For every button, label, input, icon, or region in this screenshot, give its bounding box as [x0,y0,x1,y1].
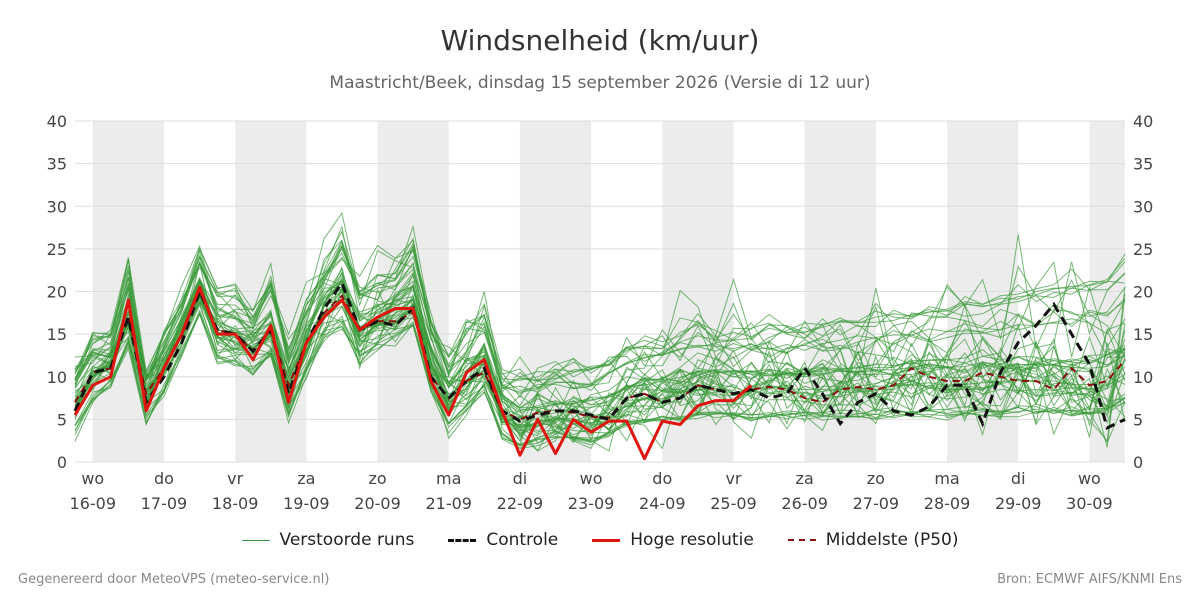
ensemble-line-24 [74,295,1126,429]
chart-legend: Verstoorde runs Controle Hoge resolutie … [0,530,1200,550]
x-tick-dayname-23-09: wo [580,469,603,488]
y-tick-label-left-15: 15 [47,325,67,344]
wind-speed-chart: 0 0 5 5 10 10 15 15 20 20 25 25 30 30 35 35 40 40 wo 16-09 d… [47,112,1154,513]
y-tick-label-left-20: 20 [47,283,67,302]
ensemble-line-37 [74,311,1126,447]
x-tick-date-22-09: 22-09 [497,494,544,513]
control-line [73,279,1126,431]
legend-label-control: Controle [486,530,559,550]
x-tick-date-30-09: 30-09 [1066,494,1113,513]
y-tick-label-right-25: 25 [1133,240,1153,259]
ensemble-line-18 [74,296,1126,450]
legend-swatch-control [448,538,477,542]
hires-line [73,285,753,461]
ensemble-line-31 [74,277,1126,411]
ensemble-line-40 [74,239,1125,409]
y-tick-label-left-35: 35 [47,155,67,174]
x-tick-dayname-19-09: za [297,469,315,488]
legend-item-median: Middelste (P50) [787,530,959,550]
x-tick-date-19-09: 19-09 [283,494,330,513]
x-tick-date-25-09: 25-09 [710,494,757,513]
x-tick-dayname-27-09: zo [867,469,885,488]
x-tick-date-27-09: 27-09 [853,494,900,513]
ensemble-line-51 [74,289,1126,428]
footer-generated: Gegenereerd door MeteoVPS (meteo-service… [18,572,330,587]
y-tick-label-right-30: 30 [1133,197,1153,216]
x-tick-dayname-20-09: zo [368,469,386,488]
x-tick-date-26-09: 26-09 [781,494,828,513]
ensemble-line-45 [74,248,1126,395]
x-tick-date-16-09: 16-09 [70,494,117,513]
y-tick-label-right-20: 20 [1133,283,1153,302]
y-tick-label-right-5: 5 [1133,410,1143,429]
x-tick-dayname-28-09: ma [934,469,959,488]
legend-label-hires: Hoge resolutie [630,530,754,550]
x-tick-date-21-09: 21-09 [425,494,472,513]
x-tick-dayname-29-09: di [1011,469,1026,488]
legend-item-hires: Hoge resolutie [592,530,754,550]
y-tick-label-left-5: 5 [57,410,67,429]
x-tick-dayname-22-09: di [513,469,528,488]
ensemble-line-42 [74,239,1126,391]
ensemble-line-23 [74,291,1126,437]
y-tick-label-right-0: 0 [1133,453,1143,472]
x-tick-date-17-09: 17-09 [141,494,188,513]
legend-swatch-ensemble [241,539,270,541]
legend-label-median: Middelste (P50) [825,530,959,550]
legend-swatch-hires [592,538,621,542]
ensemble-line-17 [74,292,1126,444]
y-tick-label-left-40: 40 [47,112,67,131]
x-tick-dayname-30-09: wo [1078,469,1101,488]
x-tick-date-20-09: 20-09 [354,494,401,513]
ensemble-line-44 [74,240,1126,393]
x-tick-dayname-16-09: wo [81,469,104,488]
legend-label-ensemble: Verstoorde runs [279,530,415,550]
ensemble-line-26 [74,278,1126,414]
legend-swatch-median [787,539,816,541]
y-tick-label-right-10: 10 [1133,368,1153,387]
chart-subtitle: Maastricht/Beek, dinsdag 15 september 20… [329,73,871,93]
y-tick-label-left-0: 0 [57,453,67,472]
x-tick-dayname-18-09: vr [227,469,243,488]
x-tick-dayname-21-09: ma [436,469,461,488]
x-tick-dayname-17-09: do [154,469,174,488]
y-tick-label-left-25: 25 [47,240,67,259]
x-tick-date-24-09: 24-09 [639,494,686,513]
ensemble-line-34 [74,312,1126,446]
x-tick-date-23-09: 23-09 [568,494,615,513]
legend-item-ensemble: Verstoorde runs [241,530,415,550]
x-tick-dayname-25-09: vr [725,469,741,488]
x-tick-dayname-26-09: za [796,469,814,488]
ensemble-line-49 [74,242,1126,378]
x-tick-dayname-24-09: do [652,469,672,488]
x-tick-date-28-09: 28-09 [924,494,971,513]
y-tick-label-left-30: 30 [47,197,67,216]
chart-title: Windsnelheid (km/uur) [440,24,760,57]
y-tick-label-left-10: 10 [47,368,67,387]
ensemble-line-39 [74,239,1126,390]
y-tick-label-right-15: 15 [1133,325,1153,344]
ensemble-line-50 [74,247,1126,383]
legend-item-control: Controle [448,530,558,550]
x-tick-date-29-09: 29-09 [995,494,1042,513]
y-tick-label-right-40: 40 [1133,112,1153,131]
y-tick-label-right-35: 35 [1133,155,1153,174]
x-tick-date-18-09: 18-09 [212,494,259,513]
footer-source: Bron: ECMWF AIFS/KNMI Ens [997,572,1182,587]
